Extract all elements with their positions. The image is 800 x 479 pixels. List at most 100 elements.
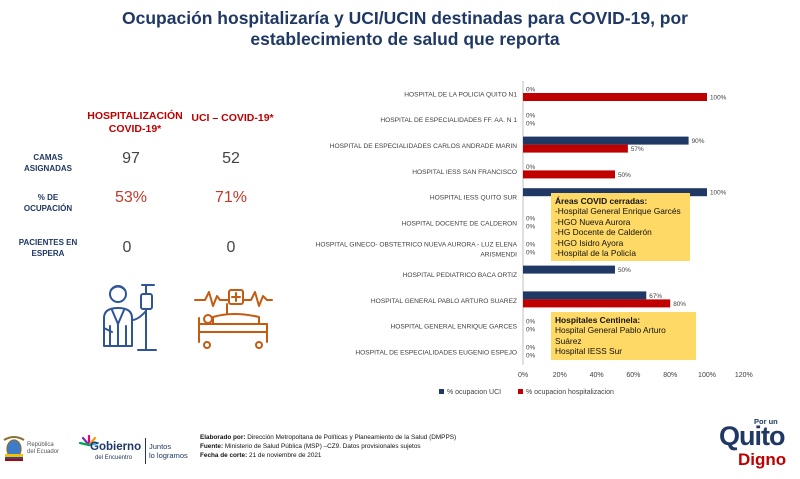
callout-item: -HGO Isidro Ayora — [555, 237, 624, 248]
sentinel-callout: Hospitales Centinela: Hospital General P… — [551, 312, 696, 360]
data-label: 80% — [673, 301, 686, 308]
ecuador-text: del Ecuador — [27, 449, 60, 455]
uci-camas-value: 52 — [222, 150, 240, 167]
x-tick-label: 40% — [590, 372, 604, 379]
hospital-bed-icon — [194, 289, 273, 349]
callout-item: Hospital IESS Sur — [555, 346, 623, 357]
category-label: HOSPITAL IESS QUITO SUR — [430, 195, 517, 202]
row-label-line: ASIGNADAS — [23, 164, 72, 173]
data-label: 0% — [526, 319, 536, 326]
bar-hosp — [523, 170, 615, 179]
category-label: HOSPITAL GINECO- OBSTETRICO NUEVA AURORA… — [316, 242, 518, 249]
ecuador-text: República — [27, 442, 54, 448]
data-label: 0% — [526, 112, 536, 119]
footer-label: Elaborado por: — [200, 434, 246, 441]
category-label: HOSPITAL GENERAL ENRIQUE GARCES — [390, 324, 517, 331]
category-label: HOSPITAL DE ESPECIALIDADES FF. AA. N 1 — [380, 117, 517, 124]
hosp-header-line1: HOSPITALIZACIÓN — [87, 110, 183, 122]
footer-value: Ministerio de Salud Pública (MSP) –CZ9. … — [223, 443, 421, 450]
uci-espera-value: 0 — [226, 239, 236, 256]
data-label: 0% — [526, 353, 536, 360]
data-label: 57% — [631, 146, 644, 153]
page-title: Ocupación hospitalizaría y UCI/UCIN dest… — [60, 8, 750, 50]
patient-iv-icon — [103, 284, 157, 351]
row-label-line: OCUPACIÓN — [23, 204, 73, 213]
gobierno-sub: del Encuentro — [95, 455, 133, 461]
data-label: 0% — [526, 120, 536, 127]
x-tick-label: 120% — [735, 372, 753, 379]
data-label: 0% — [526, 345, 536, 352]
data-label: 67% — [649, 293, 662, 300]
category-label: HOSPITAL DE ESPECIALIDADES EUGENIO ESPEJ… — [355, 349, 517, 356]
data-label: 0% — [526, 87, 536, 94]
quito-digno-logo: Por un Quito Digno — [716, 417, 796, 475]
callout-title: Áreas COVID cerradas: — [555, 196, 648, 206]
bar-uci — [523, 136, 689, 145]
data-label: 0% — [526, 327, 536, 334]
closed-areas-callout: Áreas COVID cerradas: -Hospital General … — [551, 193, 690, 261]
data-label: 0% — [526, 164, 536, 171]
title-line-1: Ocupación hospitalizaría y UCI/UCIN dest… — [122, 8, 688, 28]
data-label: 0% — [526, 249, 536, 256]
x-tick-label: 100% — [698, 372, 716, 379]
hosp-espera-value: 0 — [122, 239, 132, 256]
ecuador-logo: República del Ecuador — [2, 432, 72, 468]
x-tick-label: 60% — [626, 372, 640, 379]
legend-swatch-hosp — [518, 389, 523, 394]
uci-ocupacion-value: 71% — [214, 189, 248, 206]
gobierno-word: Gobierno — [90, 441, 142, 453]
x-tick-label: 20% — [553, 372, 567, 379]
gobierno-slogan: lo logramos — [149, 451, 188, 460]
hosp-ocupacion-value: 53% — [114, 189, 148, 206]
category-label: HOSPITAL PEDIATRICO BACA ORTIZ — [403, 272, 517, 279]
category-label: HOSPITAL DE ESPECIALIDADES CARLOS ANDRAD… — [330, 143, 517, 150]
hosp-camas-value: 97 — [122, 150, 140, 167]
quito-sub-text: Digno — [738, 450, 787, 469]
bar-uci — [523, 291, 647, 300]
quito-main-text: Quito — [719, 421, 785, 451]
footer-label: Fecha de corte: — [200, 452, 248, 459]
bar-hosp — [523, 299, 671, 308]
bar-hosp — [523, 144, 628, 153]
row-label-camas: CAMAS ASIGNADAS — [8, 152, 88, 174]
legend-swatch-uci — [439, 389, 444, 394]
bar-uci — [523, 265, 615, 274]
quito-top-text: Por un — [754, 417, 778, 426]
data-label: 0% — [526, 241, 536, 248]
legend-label: % ocupacion UCI — [447, 389, 501, 396]
gobierno-slogan: Juntos — [149, 442, 172, 451]
logo-divider — [145, 438, 146, 464]
x-tick-label: 80% — [663, 372, 677, 379]
data-label: 50% — [618, 267, 631, 274]
callout-item: Hospital General Pablo Arturo Suárez — [555, 325, 666, 346]
row-label-line: CAMAS — [33, 153, 63, 162]
footer-label: Fuente: — [200, 443, 224, 450]
footer-value: 21 de noviembre de 2021 — [247, 452, 322, 459]
row-label-line: % DE — [37, 193, 59, 202]
data-label: 0% — [526, 216, 536, 223]
x-tick-label: 0% — [518, 372, 528, 379]
footer-credits: Elaborado por: Dirección Metropoltana de… — [200, 433, 456, 460]
row-label-espera: PACIENTES EN ESPERA — [8, 237, 88, 259]
row-label-line: PACIENTES EN — [18, 238, 78, 247]
gobierno-encuentro-logo: Gobierno del Encuentro Juntos lo logramo… — [76, 432, 192, 468]
gobierno-sunburst-icon — [78, 434, 100, 447]
hosp-header: HOSPITALIZACIÓN COVID-19* — [85, 110, 185, 136]
callout-title: Hospitales Centinela: — [555, 315, 641, 325]
footer-value: Dirección Metropoltana de Políticas y Pl… — [245, 434, 457, 441]
callout-item: -Hospital de la Policía — [555, 248, 636, 259]
data-label: 0% — [526, 224, 536, 231]
data-label: 100% — [710, 190, 727, 197]
category-label: HOSPITAL DOCENTE DE CALDERON — [402, 220, 518, 227]
legend-label: % ocupacion hospitalizacion — [526, 389, 614, 396]
category-label: HOSPITAL DE LA POLICIA QUITO N1 — [404, 91, 517, 98]
data-label: 50% — [618, 172, 631, 179]
hosp-header-line2: COVID-19* — [108, 123, 162, 135]
data-label: 90% — [692, 138, 705, 145]
bar-uci — [523, 188, 707, 197]
callout-item: -HG Docente de Calderón — [555, 227, 652, 238]
data-label: 100% — [710, 95, 727, 102]
uci-header: UCI – COVID-19* — [191, 112, 274, 124]
title-line-2: establecimiento de salud que reporta — [250, 29, 560, 49]
